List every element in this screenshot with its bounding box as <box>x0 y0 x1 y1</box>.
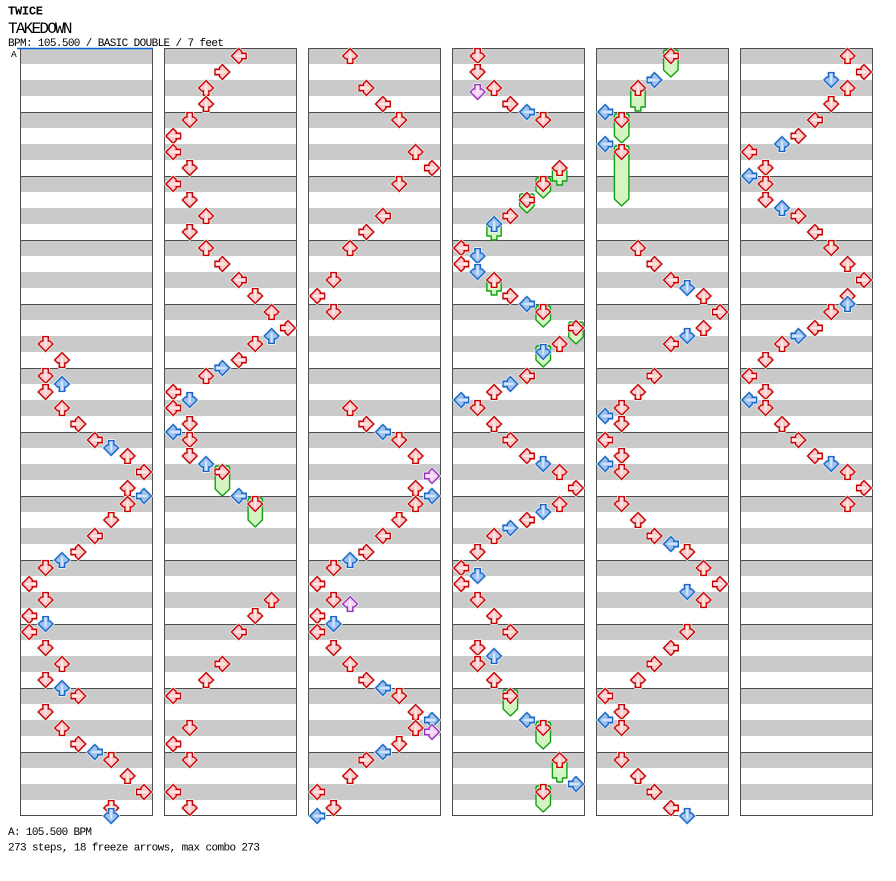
svg-text:TWICE: TWICE <box>8 5 43 19</box>
svg-text:TAKEDOWN: TAKEDOWN <box>8 20 73 38</box>
svg-text:A: 105.500 BPM: A: 105.500 BPM <box>8 827 92 839</box>
svg-text:273 steps, 18 freeze arrows, m: 273 steps, 18 freeze arrows, max combo 2… <box>8 842 260 854</box>
svg-text:BPM: 105.500 / BASIC DOUBLE /: BPM: 105.500 / BASIC DOUBLE / 7 feet <box>8 38 224 50</box>
svg-text:A: A <box>11 49 17 60</box>
